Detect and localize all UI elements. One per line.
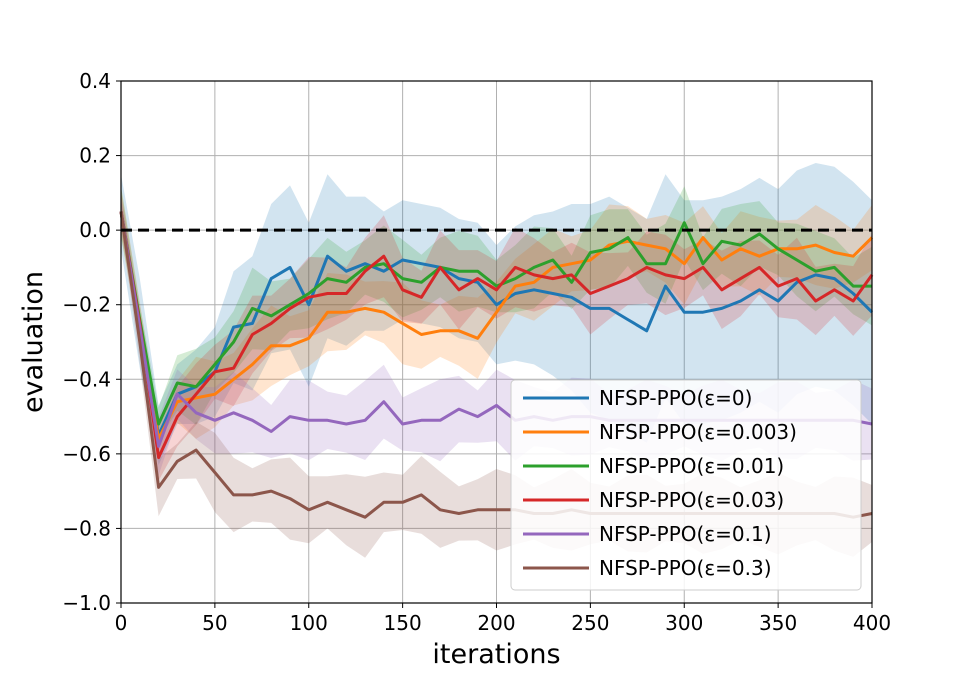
x-tick-label: 350 [759,611,797,635]
y-axis-title: evaluation [18,271,49,413]
x-tick-label: 0 [115,611,128,635]
series-line-0 [119,211,874,437]
legend-label-0: NFSP-PPO(ε=0) [599,386,752,410]
series-band-2 [121,186,872,441]
y-tick-label: 0.4 [79,69,111,93]
x-tick-label: 150 [384,611,422,635]
series-band-1 [121,186,872,455]
axis-ticks: 0 50 100 150 200 250 300 350 400 −1.0 −0.8 −0.6 −0.4… [62,69,891,635]
x-tick-label: 250 [571,611,609,635]
legend-label-3: NFSP-PPO(ε=0.03) [599,488,784,512]
y-tick-label: 0.0 [79,218,111,242]
x-axis-title: iterations [432,639,560,670]
x-tick-label: 300 [665,611,703,635]
x-tick-label: 50 [202,611,227,635]
series-line-1 [119,211,874,441]
y-tick-label: −0.6 [62,442,111,466]
x-tick-label: 200 [477,611,515,635]
legend-label-4: NFSP-PPO(ε=0.1) [599,522,772,546]
y-tick-label: −0.2 [62,293,111,317]
y-tick-label: 0.2 [79,144,111,168]
legend-label-5: NFSP-PPO(ε=0.3) [599,556,772,580]
legend-box [510,379,862,591]
y-tick-label: −1.0 [62,591,111,615]
series-line-2 [119,211,872,426]
legend-label-2: NFSP-PPO(ε=0.01) [599,454,784,478]
x-tick-label: 100 [290,611,328,635]
y-tick-label: −0.4 [62,367,111,391]
y-tick-label: −0.8 [62,516,111,540]
legend: NFSP-PPO(ε=0) NFSP-PPO(ε=0.003) NFSP-PPO(ε… [510,379,862,591]
x-tick-label: 400 [853,611,891,635]
series-line-3 [119,211,874,460]
legend-label-1: NFSP-PPO(ε=0.003) [599,420,797,444]
